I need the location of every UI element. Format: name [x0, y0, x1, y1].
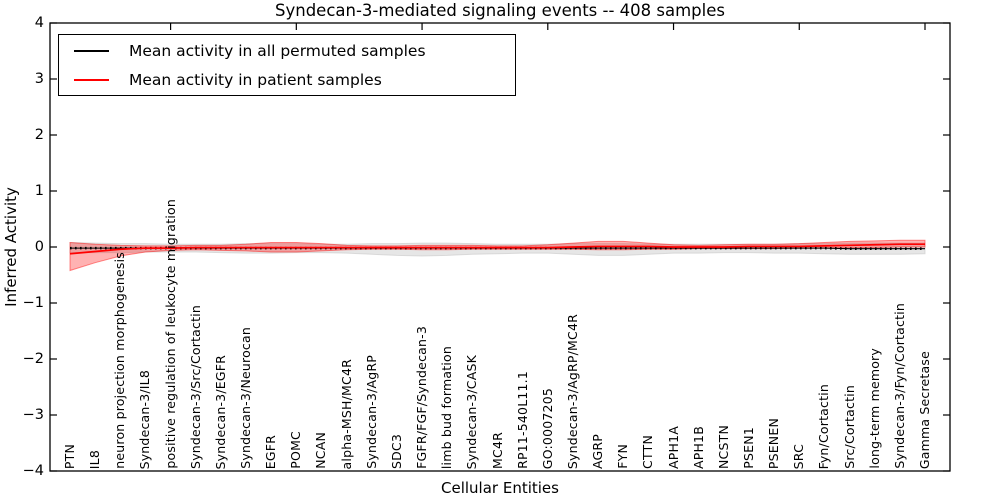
x-category-label: SRC — [791, 443, 807, 469]
x-category-label: positive regulation of leukocyte migrati… — [162, 199, 178, 469]
x-category-label: Syndecan-3/Fyn/Cortactin — [891, 303, 907, 469]
x-category-label: NCAN — [313, 432, 329, 469]
x-category-label: MC4R — [489, 432, 505, 469]
x-category-label: PSEN1 — [740, 427, 756, 469]
legend-entry-patient: Mean activity in patient samples — [59, 65, 515, 94]
x-category-label: SDC3 — [388, 433, 404, 469]
legend-label: Mean activity in all permuted samples — [129, 41, 426, 60]
x-category-label: PSENEN — [766, 417, 782, 469]
x-category-label: GO:0007205 — [539, 387, 555, 469]
x-category-label: CTTN — [640, 435, 656, 469]
x-category-label: Src/Cortactin — [841, 385, 857, 469]
y-tick-label: 3 — [34, 71, 44, 87]
chart-title: Syndecan-3-mediated signaling events -- … — [275, 1, 725, 20]
x-category-label: Syndecan-3/Neurocan — [238, 327, 254, 469]
x-category-label: Syndecan-3/Src/Cortactin — [187, 305, 203, 469]
legend: Mean activity in all permuted samples Me… — [58, 34, 516, 96]
patient-mean-line — [69, 243, 925, 255]
x-category-label: PTN — [62, 443, 77, 469]
x-category-label: EGFR — [263, 434, 279, 469]
x-category-label: Fyn/Cortactin — [816, 383, 832, 469]
x-category-label: Syndecan-3/AgRP — [363, 355, 379, 469]
x-category-label: AGRP — [590, 433, 606, 469]
x-category-label: Syndecan-3/EGFR — [212, 354, 228, 469]
legend-line-sample-black — [74, 49, 109, 52]
legend-label: Mean activity in patient samples — [129, 70, 382, 89]
x-category-label: alpha-MSH/MC4R — [338, 358, 354, 469]
y-tick-label: 1 — [34, 183, 44, 199]
legend-line-sample-red — [74, 78, 109, 81]
x-category-label: Syndecan-3/IL8 — [137, 369, 153, 469]
x-category-label: long-term memory — [866, 348, 882, 469]
x-category-label: neuron projection morphogenesis — [112, 252, 128, 469]
x-category-label: NCSTN — [715, 425, 731, 469]
x-category-label: Syndecan-3/AgRP/MC4R — [564, 313, 580, 469]
x-category-label: RP11-540L11.1 — [514, 371, 530, 469]
y-tick-label: −4 — [22, 463, 44, 479]
y-tick-label: 2 — [34, 127, 44, 143]
y-tick-label: −1 — [22, 295, 44, 311]
y-tick-label: −2 — [22, 351, 44, 367]
y-tick-label: −3 — [22, 407, 44, 423]
x-category-label: FYN — [615, 444, 631, 469]
permuted-band — [69, 242, 926, 257]
y-tick-label: 4 — [34, 15, 44, 31]
y-tick-label: 0 — [34, 239, 44, 255]
x-category-label: FGFR/FGF/Syndecan-3 — [414, 326, 430, 469]
x-category-label: APH1B — [690, 425, 706, 469]
x-category-label: APH1A — [665, 426, 681, 469]
x-category-label: limb bud formation — [439, 345, 455, 469]
x-category-label: IL8 — [87, 449, 103, 469]
legend-entry-permuted: Mean activity in all permuted samples — [59, 36, 515, 65]
x-category-label: Gamma Secretase — [917, 350, 932, 469]
x-category-label: Syndecan-3/CASK — [464, 354, 480, 469]
x-axis-label: Cellular Entities — [441, 479, 559, 497]
x-category-label: POMC — [288, 431, 304, 469]
